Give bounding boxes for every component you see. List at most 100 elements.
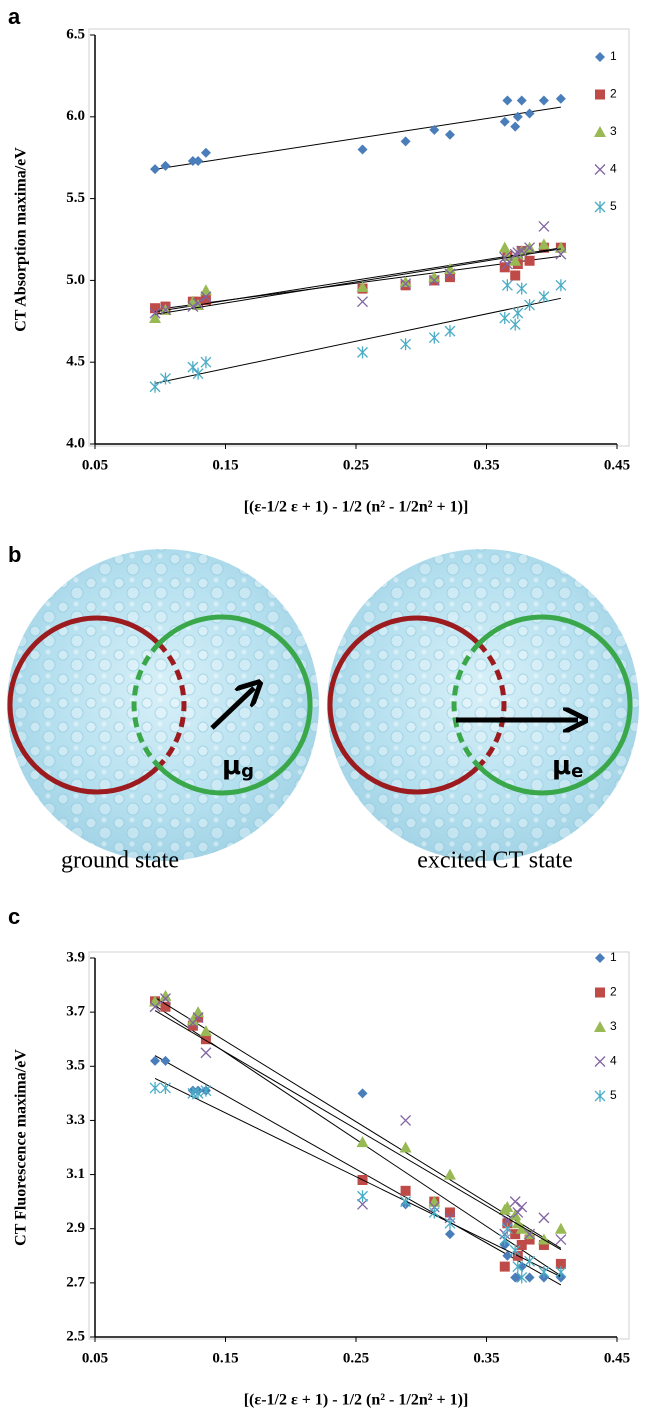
point: [499, 116, 510, 127]
y-axis-title: CT Fluorescence maxima/eV: [13, 1049, 30, 1246]
point: [200, 1034, 211, 1045]
trend-line: [154, 1078, 562, 1278]
point: [524, 108, 535, 119]
point: [524, 1272, 535, 1283]
point: [524, 1255, 536, 1268]
trend-line: [154, 1010, 562, 1251]
point: [555, 279, 567, 292]
point: [149, 1001, 161, 1013]
trend-line: [154, 247, 561, 313]
point: [509, 318, 521, 331]
y-tick-label: 3.7: [66, 1004, 85, 1020]
legend-label: 2: [610, 985, 617, 999]
point: [150, 303, 161, 314]
point: [499, 252, 511, 263]
point: [515, 1222, 528, 1234]
x-tick-label: 0.05: [82, 1350, 108, 1366]
point: [399, 276, 412, 288]
acceptor-circle: [157, 614, 313, 796]
series: 4: [149, 162, 617, 319]
point: [524, 1234, 535, 1245]
caption: excited CT state: [417, 848, 573, 874]
point: [200, 1047, 212, 1059]
point: [444, 1229, 455, 1240]
point: [510, 270, 521, 281]
y-axis-title: CT Absorption maxima/eV: [13, 147, 30, 332]
point: [192, 1087, 204, 1100]
point: [400, 136, 411, 147]
point: [192, 297, 204, 309]
point: [400, 1114, 412, 1126]
point: [512, 1207, 524, 1218]
point: [160, 1001, 171, 1012]
point: [538, 1266, 550, 1279]
series: 5: [149, 1078, 617, 1284]
trend-line: [154, 248, 561, 315]
legend-marker: [595, 52, 605, 62]
point: [187, 1020, 198, 1031]
point: [160, 160, 171, 171]
point: [150, 1055, 161, 1066]
point: [498, 241, 511, 253]
legend-marker: [594, 126, 606, 137]
point: [149, 307, 161, 319]
point: [512, 1260, 524, 1273]
legend-marker: [595, 953, 605, 963]
point: [538, 1239, 549, 1250]
legend-marker: [595, 987, 605, 998]
point: [400, 1185, 411, 1196]
point: [499, 1233, 511, 1246]
point: [444, 1217, 456, 1230]
solvent-texture: [7, 549, 319, 861]
legend-label: 4: [610, 1054, 617, 1068]
point: [516, 1239, 527, 1250]
x-tick-label: 0.15: [212, 457, 238, 473]
legend-label: 3: [610, 124, 617, 138]
point: [538, 1212, 550, 1224]
point: [160, 372, 171, 385]
dipole-label: μg: [222, 751, 254, 783]
legend-label: 3: [610, 1019, 617, 1033]
donor-circle: [7, 615, 161, 795]
point: [444, 325, 456, 338]
point: [516, 95, 527, 106]
point: [160, 1081, 171, 1094]
plot-frame: [88, 951, 630, 1340]
point: [444, 1207, 455, 1218]
y-tick-label: 3.1: [66, 1166, 85, 1182]
point: [399, 1141, 412, 1153]
y-tick-label: 6.5: [66, 26, 85, 42]
point: [149, 312, 162, 324]
point: [192, 1012, 204, 1024]
point: [512, 307, 524, 320]
point: [509, 1196, 521, 1208]
point: [192, 367, 204, 380]
legend-marker: [594, 1090, 606, 1102]
point: [357, 296, 368, 308]
point: [160, 993, 171, 1005]
x-axis-title: [(ε-1/2 ε + 1) - 1/2 (n² - 1/2n² + 1)]: [244, 499, 469, 516]
x-tick-label: 0.35: [473, 457, 499, 473]
point: [512, 247, 524, 259]
dipole-subscript: g: [241, 761, 254, 782]
x-tick-label: 0.05: [82, 457, 108, 473]
point: [200, 295, 211, 306]
point: [150, 164, 161, 175]
point: [499, 312, 511, 325]
point: [192, 1006, 205, 1018]
legend-marker: [594, 201, 606, 213]
acceptor-overlap: [131, 642, 161, 768]
trend-line: [154, 297, 561, 384]
chart: c 2.5 2.7 2.9 3.1 3.3 3.5 3.7 3.9 0.05 0.15 0.25 0.3…: [8, 904, 630, 1409]
x-tick-label: 0.15: [212, 1350, 238, 1366]
point: [200, 356, 212, 369]
y-tick-label: 4.0: [66, 435, 85, 451]
point: [357, 144, 368, 155]
point: [443, 1168, 456, 1180]
point: [501, 258, 513, 270]
point: [555, 1234, 567, 1245]
acceptor-circle: [477, 614, 633, 796]
point: [509, 254, 522, 266]
point: [159, 989, 172, 1001]
point: [537, 238, 550, 250]
